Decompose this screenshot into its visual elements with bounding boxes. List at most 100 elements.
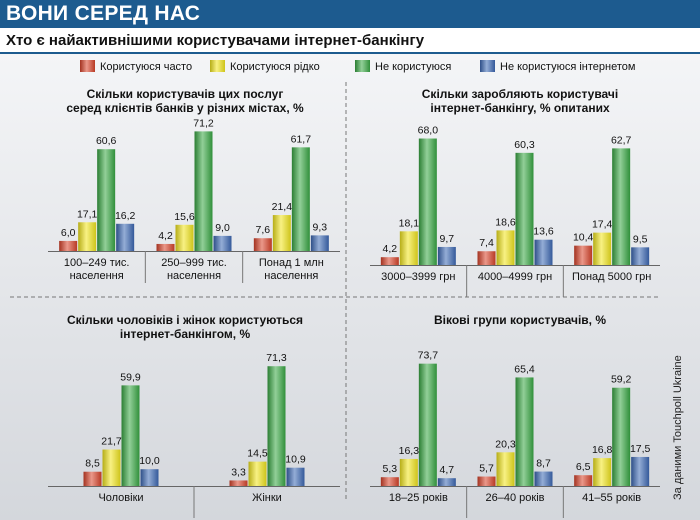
- bar: [59, 240, 78, 251]
- bar: [477, 251, 496, 265]
- bar: [116, 223, 135, 251]
- bar: [515, 152, 534, 265]
- bar: [286, 467, 305, 486]
- bar: [534, 471, 553, 486]
- legend-item-3: Не користуюся: [355, 60, 451, 73]
- category-label: Понад 5000 грн: [572, 271, 651, 283]
- data-label: 10,4: [573, 232, 594, 244]
- bar: [248, 461, 267, 486]
- data-label: 10,0: [139, 455, 160, 467]
- bar: [194, 131, 213, 251]
- legend-label: Користуюся рідко: [230, 61, 320, 73]
- bar: [229, 480, 248, 486]
- bar: [534, 239, 553, 265]
- bar: [477, 476, 496, 486]
- bar: [631, 456, 650, 486]
- bar: [593, 232, 612, 265]
- category-label: 100–249 тис. населення: [64, 257, 130, 282]
- category-label: 250–999 тис. населення: [161, 257, 227, 282]
- bar: [496, 230, 515, 265]
- bar: [380, 257, 399, 265]
- data-label: 7,6: [256, 224, 271, 236]
- data-label: 13,6: [533, 226, 554, 238]
- data-label: 10,9: [285, 454, 306, 466]
- category-label: 18–25 років: [389, 492, 448, 504]
- data-label: 7,4: [479, 237, 494, 249]
- data-label: 60,3: [514, 139, 535, 151]
- data-label: 62,7: [611, 134, 632, 146]
- chart-title: Скільки чоловіків і жінок користуються ін…: [67, 313, 303, 341]
- category-label: Жінки: [252, 492, 282, 504]
- bar: [291, 147, 310, 251]
- bar: [631, 247, 650, 265]
- bar: [418, 138, 437, 265]
- chart-title: Вікові групи користувачів, %: [434, 313, 606, 327]
- bar: [612, 148, 631, 265]
- category-label: Чоловіки: [98, 492, 143, 504]
- data-label: 17,5: [630, 443, 651, 455]
- data-label: 16,3: [399, 445, 420, 457]
- bar: [437, 478, 456, 486]
- data-label: 4,2: [383, 243, 398, 255]
- category-label: 3000–3999 грн: [381, 271, 455, 283]
- category-label: Понад 1 млн населення: [259, 257, 324, 282]
- legend-item-1: Користуюся часто: [80, 60, 192, 73]
- bar: [612, 387, 631, 486]
- chart-1: Скільки користувачів цих послуг серед клі…: [48, 87, 340, 283]
- data-label: 8,5: [85, 458, 100, 470]
- data-label: 18,1: [399, 217, 420, 229]
- bar: [102, 449, 121, 486]
- data-label: 18,6: [495, 216, 516, 228]
- data-label: 65,4: [514, 363, 535, 375]
- data-label: 61,7: [291, 133, 312, 145]
- bar: [574, 475, 593, 486]
- data-label: 9,0: [215, 222, 230, 234]
- data-label: 9,3: [313, 221, 328, 233]
- data-label: 20,3: [495, 438, 516, 450]
- data-label: 73,7: [418, 350, 439, 362]
- bar: [140, 469, 159, 486]
- bar: [310, 235, 329, 251]
- chart-2: Скільки заробляють користувачі інтернет-б…: [370, 87, 660, 297]
- data-label: 59,9: [120, 371, 141, 383]
- bar: [593, 458, 612, 486]
- data-label: 68,0: [418, 125, 439, 137]
- data-label: 3,3: [231, 466, 246, 478]
- bar: [97, 149, 116, 251]
- category-label: 26–40 років: [486, 492, 545, 504]
- data-label: 8,7: [536, 458, 551, 470]
- legend-label: Не користуюся інтернетом: [500, 61, 635, 73]
- category-label: 41–55 років: [582, 492, 641, 504]
- chart-3: Скільки чоловіків і жінок користуються ін…: [48, 313, 340, 518]
- legend-item-4: Не користуюся інтернетом: [480, 60, 635, 73]
- page-title: ВОНИ СЕРЕД НАС: [6, 2, 201, 25]
- bar: [253, 238, 272, 251]
- data-label: 5,7: [479, 463, 494, 475]
- bar: [272, 215, 291, 251]
- data-label: 5,3: [383, 463, 398, 475]
- bar: [399, 231, 418, 265]
- data-label: 16,8: [592, 444, 613, 456]
- legend-swatch: [80, 60, 95, 72]
- data-label: 60,6: [96, 135, 117, 147]
- data-label: 15,6: [174, 211, 195, 223]
- chart-4: Вікові групи користувачів, % 5,316,3 73,7 4…: [370, 313, 660, 518]
- data-label: 9,7: [440, 233, 455, 245]
- data-label: 14,5: [247, 448, 268, 460]
- bar: [496, 452, 515, 486]
- bar: [515, 377, 534, 486]
- bar: [267, 366, 286, 486]
- data-label: 4,2: [158, 230, 173, 242]
- legend-swatch: [480, 60, 495, 72]
- bar: [156, 243, 175, 251]
- data-label: 6,0: [61, 227, 76, 239]
- category-label: 4000–4999 грн: [478, 271, 552, 283]
- data-label: 4,7: [440, 464, 455, 476]
- data-label: 6,5: [576, 461, 591, 473]
- data-label: 21,4: [272, 201, 293, 213]
- bar: [418, 363, 437, 486]
- data-label: 71,2: [193, 117, 214, 129]
- data-label: 59,2: [611, 374, 632, 386]
- bar: [175, 224, 194, 251]
